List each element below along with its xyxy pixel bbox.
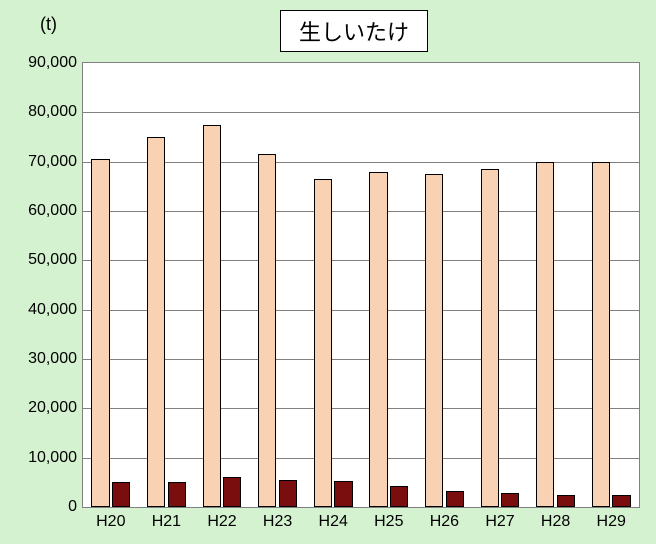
gridline: [83, 359, 639, 360]
bar-series-a: [536, 162, 554, 507]
x-tick-label: H27: [485, 513, 514, 531]
gridline: [83, 310, 639, 311]
bar-series-b: [390, 486, 408, 507]
bar-series-a: [481, 169, 499, 507]
bar-series-b: [279, 480, 297, 507]
gridline: [83, 260, 639, 261]
x-tick-label: H26: [430, 513, 459, 531]
bar-series-b: [112, 482, 130, 507]
y-tick-label: 70,000: [28, 153, 77, 171]
plot-area: 010,00020,00030,00040,00050,00060,00070,…: [82, 62, 640, 508]
chart-title: 生しいたけ: [280, 10, 428, 52]
x-tick-label: H24: [319, 513, 348, 531]
bar-series-b: [557, 495, 575, 507]
gridline: [83, 211, 639, 212]
bar-series-a: [314, 179, 332, 507]
x-tick-label: H21: [152, 513, 181, 531]
x-tick-label: H20: [96, 513, 125, 531]
gridline: [83, 112, 639, 113]
bar-series-a: [425, 174, 443, 507]
gridline: [83, 458, 639, 459]
bar-series-b: [168, 482, 186, 507]
bar-series-b: [334, 481, 352, 507]
bar-series-a: [203, 125, 221, 507]
y-tick-label: 80,000: [28, 103, 77, 121]
bar-series-b: [223, 477, 241, 507]
bar-series-a: [258, 154, 276, 507]
bar-series-b: [501, 493, 519, 507]
y-tick-label: 0: [68, 498, 77, 516]
bar-series-b: [446, 491, 464, 507]
x-tick-label: H23: [263, 513, 292, 531]
y-axis-unit: (t): [40, 14, 57, 35]
x-tick-label: H28: [541, 513, 570, 531]
y-tick-label: 30,000: [28, 350, 77, 368]
x-tick-label: H22: [207, 513, 236, 531]
y-tick-label: 40,000: [28, 301, 77, 319]
x-tick-label: H29: [597, 513, 626, 531]
gridline: [83, 408, 639, 409]
x-tick-label: H25: [374, 513, 403, 531]
bar-series-a: [592, 162, 610, 507]
y-tick-label: 60,000: [28, 202, 77, 220]
bar-series-a: [369, 172, 387, 507]
y-tick-label: 50,000: [28, 251, 77, 269]
gridline: [83, 162, 639, 163]
y-tick-label: 10,000: [28, 449, 77, 467]
bar-series-a: [91, 159, 109, 507]
y-tick-label: 20,000: [28, 399, 77, 417]
bar-series-a: [147, 137, 165, 507]
bar-series-b: [612, 495, 630, 507]
y-tick-label: 90,000: [28, 54, 77, 72]
